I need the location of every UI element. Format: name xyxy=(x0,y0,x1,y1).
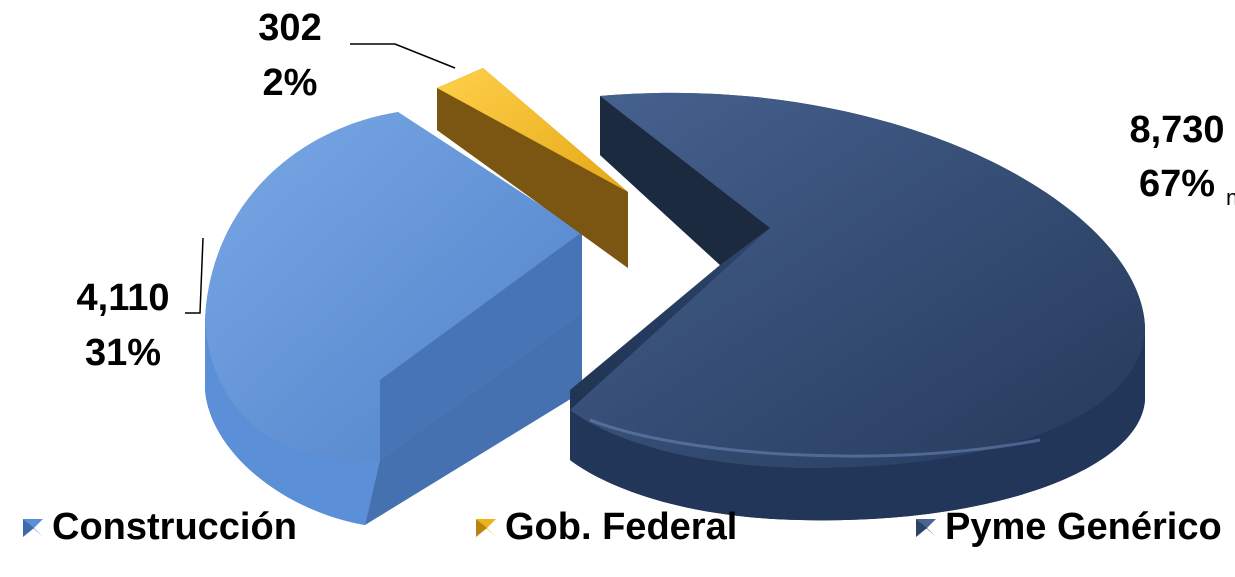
pie-slice-construccion xyxy=(205,112,582,525)
data-label-construccion-value: 4,110 xyxy=(77,277,170,319)
legend-item-gob-federal: Gob. Federal xyxy=(473,506,737,549)
legend-swatch-pyme-generico xyxy=(916,518,936,537)
pie-slice-pyme-generico xyxy=(570,92,1145,521)
leader-line-construccion xyxy=(185,237,204,314)
legend-label-pyme-generico: Pyme Genérico xyxy=(945,506,1222,548)
legend-item-pyme-generico: Pyme Genérico xyxy=(913,506,1222,549)
data-label-gob-federal-value: 302 xyxy=(258,7,321,49)
stray-text-fragment: n xyxy=(1226,185,1235,210)
legend-label-gob-federal: Gob. Federal xyxy=(505,506,738,548)
legend-swatch-gob-federal xyxy=(476,518,496,537)
leader-line-gob-federal xyxy=(350,43,456,69)
legend: Construcción Gob. Federal Pyme Genérico xyxy=(0,500,1235,570)
data-label-pyme-generico-percent: 67% xyxy=(1139,163,1215,205)
pie-slice-gob-federal xyxy=(437,68,628,268)
legend-swatch-construccion xyxy=(23,518,43,537)
legend-label-construccion: Construcción xyxy=(52,506,297,548)
data-label-construccion-percent: 31% xyxy=(85,332,161,374)
data-label-pyme-generico-value: 8,730 xyxy=(1129,109,1224,151)
data-label-gob-federal-percent: 2% xyxy=(263,62,318,104)
legend-item-construccion: Construcción xyxy=(20,506,297,549)
